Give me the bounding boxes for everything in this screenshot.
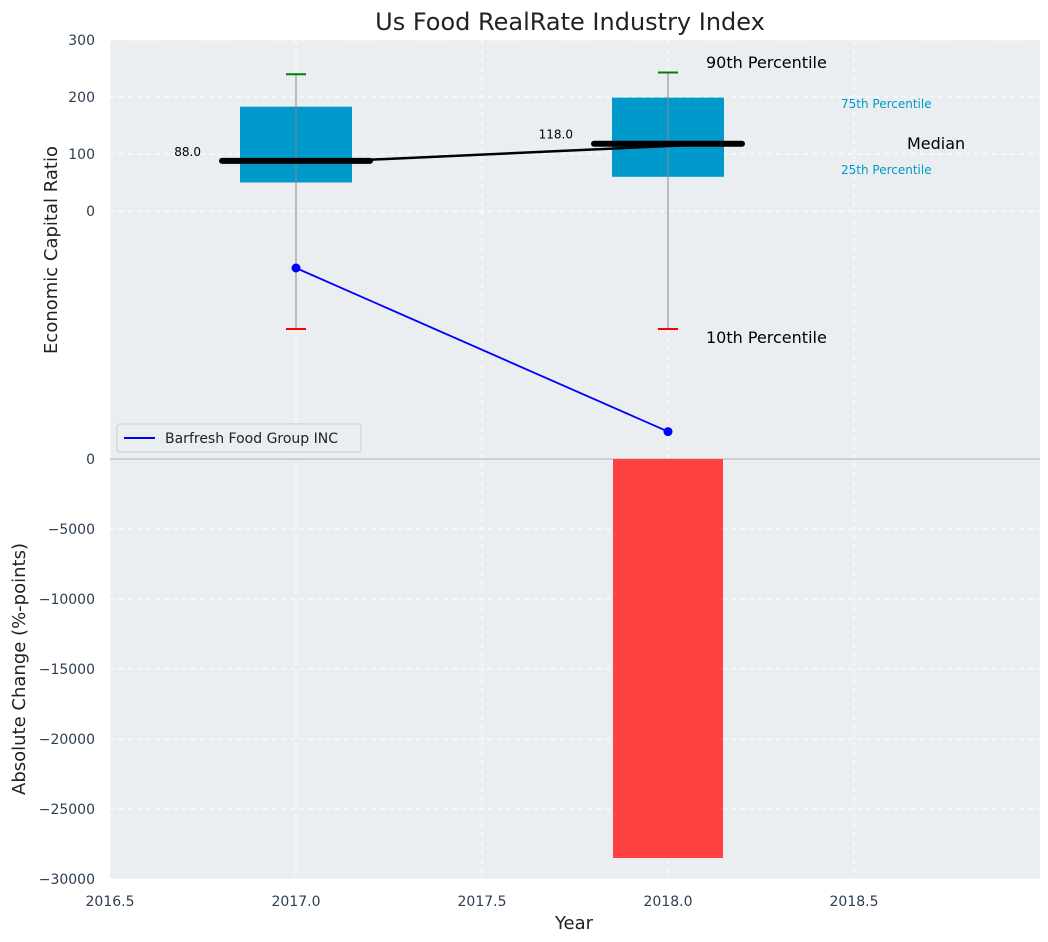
bottom-y-axis-label: Absolute Change (%-points) <box>9 543 30 795</box>
bottom-y-tick-label: −15000 <box>39 662 95 678</box>
change-bar <box>613 459 723 858</box>
x-axis-label: Year <box>554 913 594 934</box>
chart-title: Us Food RealRate Industry Index <box>375 8 765 36</box>
median-value-label: 118.0 <box>539 128 573 142</box>
legend: Barfresh Food Group INC <box>116 423 362 453</box>
percentile-annotation: 25th Percentile <box>841 163 932 177</box>
median-value-label: 88.0 <box>174 145 201 159</box>
top-y-tick-label: 0 <box>86 204 95 220</box>
top-y-axis-label: Economic Capital Ratio <box>41 146 62 354</box>
bottom-y-tick-label: −10000 <box>39 592 95 608</box>
series-point <box>291 263 301 273</box>
x-tick-label: 2017.5 <box>458 894 507 910</box>
median-trend-line <box>345 142 719 163</box>
percentile-annotation: 75th Percentile <box>841 97 932 111</box>
bottom-y-tick-label: −30000 <box>39 872 95 888</box>
x-tick-label: 2018.0 <box>644 894 693 910</box>
top-y-tick-label: 100 <box>68 147 95 163</box>
bottom-y-tick-label: −25000 <box>39 802 95 818</box>
bottom-y-tick-label: 0 <box>86 452 95 468</box>
bottom-y-tick-label: −20000 <box>39 732 95 748</box>
top-y-tick-label: 200 <box>68 90 95 106</box>
series-point <box>663 427 673 437</box>
bottom-y-tick-label: −5000 <box>48 522 95 538</box>
top-y-tick-label: 300 <box>68 33 95 49</box>
chart-labels: 2016.5 2017.0 2017.5 2018.0 2018.5 0 100 200 300… <box>39 33 965 910</box>
x-tick-label: 2018.5 <box>830 894 879 910</box>
percentile-annotation: Median <box>907 134 965 153</box>
legend-box <box>116 423 362 453</box>
x-tick-label: 2017.0 <box>272 894 321 910</box>
series-line <box>295 267 669 433</box>
legend-label: Barfresh Food Group INC <box>165 431 338 447</box>
chart-marks <box>219 71 745 858</box>
percentile-annotation: 90th Percentile <box>706 53 827 72</box>
x-tick-label: 2016.5 <box>86 894 135 910</box>
percentile-annotation: 10th Percentile <box>706 328 827 347</box>
